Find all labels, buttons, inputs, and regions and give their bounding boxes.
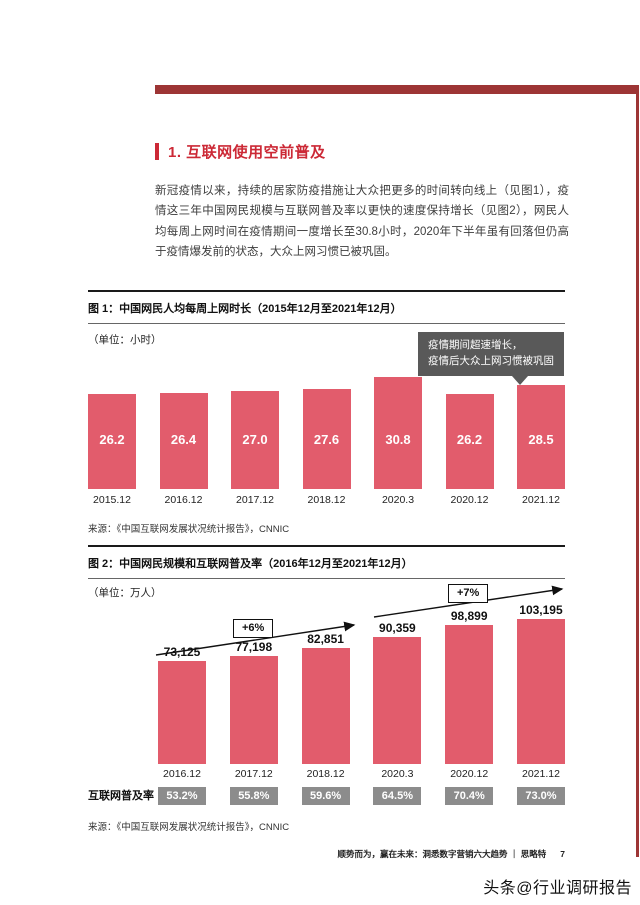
figure-1-divider [88, 323, 565, 324]
chart1-x-label: 2021.12 [522, 494, 560, 506]
chart1-bar: 30.8 [374, 377, 422, 489]
chart-2-bars: 73,125 2016.12 53.2% 77,198 2017.12 55.8% 82,8… [158, 579, 565, 805]
chart1-column: 30.8 2020.3 [374, 377, 422, 509]
chart1-bar: 27.0 [231, 391, 279, 489]
chart2-bar-value: 82,851 [307, 632, 344, 646]
chart2-bar-stack: 90,359 [373, 579, 422, 764]
growth-label-1: +6% [233, 619, 274, 638]
chart1-column: 28.5 2021.12 [517, 385, 565, 509]
figure-1-title: 图 1：中国网民人均每周上网时长（2015年12月至2021年12月） [88, 290, 565, 323]
chart1-x-label: 2020.3 [381, 494, 415, 506]
chart1-x-label: 2018.12 [307, 494, 346, 506]
chart1-bar-value: 30.8 [385, 432, 411, 447]
chart1-x-label: 2015.12 [93, 494, 131, 506]
watermark-text: 头条@行业调研报告 [483, 880, 632, 897]
chart1-bar: 27.6 [302, 389, 351, 489]
chart2-column: 73,125 2016.12 53.2% [158, 579, 206, 805]
chart2-x-label: 2020.3 [381, 768, 414, 780]
chart2-x-label: 2017.12 [234, 768, 273, 780]
chart1-bar: 26.2 [88, 394, 136, 489]
chart2-bar-stack: 82,851 [301, 579, 350, 764]
chart1-x-label: 2016.12 [164, 494, 203, 506]
chart1-x-label: 2017.12 [236, 494, 274, 506]
chart1-bar-value: 28.5 [528, 432, 554, 447]
figure-2-body: （单位：万人） +6% +7% 73,125 2016.12 53.2% 77,198… [88, 579, 565, 841]
callout-pointer [512, 375, 528, 385]
chart2-penetration-rate: 64.5% [373, 787, 422, 805]
section-header: 1. 互联网使用空前普及 [155, 141, 326, 162]
chart2-bar-value: 73,125 [163, 645, 201, 659]
figure-2: 图 2：中国网民规模和互联网普及率（2016年12月至2021年12月） （单位… [88, 545, 565, 841]
chart2-column: 103,195 2021.12 73.0% [516, 579, 565, 805]
chart2-x-label: 2020.12 [450, 768, 489, 780]
figure-1: 图 1：中国网民人均每周上网时长（2015年12月至2021年12月） （单位：… [88, 290, 565, 541]
callout-line-1: 疫情期间超速增长， [428, 339, 523, 351]
chart2-bar-stack: 98,899 [445, 579, 494, 764]
chart2-column: 82,851 2018.12 59.6% [301, 579, 350, 805]
page-number: 7 [560, 849, 565, 859]
chart1-bar: 26.2 [445, 394, 494, 489]
chart2-bar [229, 656, 278, 764]
chart1-bar: 26.4 [159, 393, 208, 489]
right-accent-line [636, 85, 639, 857]
chart2-bar-stack: 103,195 [516, 579, 565, 764]
growth-label-2: +7% [448, 584, 489, 603]
chart2-bar [301, 648, 350, 764]
figure-1-callout: 疫情期间超速增长， 疫情后大众上网习惯被巩固 [418, 332, 564, 385]
figure-1-source: 来源：《中国互联网发展状况统计报告》，CNNIC [88, 524, 290, 535]
chart2-bar-value: 77,198 [235, 640, 273, 654]
chart1-bar-value: 27.0 [242, 432, 268, 447]
figure-2-title: 图 2：中国网民规模和互联网普及率（2016年12月至2021年12月） [88, 545, 565, 578]
chart2-bar [158, 661, 206, 764]
chart2-bar-value: 90,359 [379, 621, 416, 635]
chart2-bar-stack: 73,125 [158, 579, 206, 764]
chart2-penetration-rate: 55.8% [229, 787, 278, 805]
callout-line-2: 疫情后大众上网习惯被巩固 [428, 355, 554, 368]
section-title: 1. 互联网使用空前普及 [168, 144, 326, 161]
chart2-bar [445, 625, 494, 764]
chart1-bar-value: 27.6 [313, 432, 340, 447]
chart2-column: 98,899 2020.12 70.4% [445, 579, 494, 805]
chart1-column: 27.6 2018.12 [302, 389, 351, 509]
page-footer: 顺势而为，赢在未来：洞悉数字营销六大趋势 ｜ 思略特 7 [88, 848, 565, 860]
chart2-bar [373, 637, 422, 764]
chart2-bar-value: 98,899 [450, 609, 488, 623]
chart2-bar [516, 619, 565, 764]
chart2-column: 77,198 2017.12 55.8% [229, 579, 278, 805]
chart-1-bars: 26.2 2015.12 26.4 2016.12 27.0 2017.12 27.6 201… [88, 377, 565, 509]
figure-1-body: （单位：小时） 疫情期间超速增长， 疫情后大众上网习惯被巩固 26.2 2015.… [88, 324, 565, 541]
chart2-bar-stack: 77,198 [229, 579, 278, 764]
chart1-bar-value: 26.2 [456, 432, 483, 447]
chart2-penetration-rate: 73.0% [516, 787, 565, 805]
chart2-penetration-rate: 53.2% [158, 787, 206, 805]
top-accent-bar [155, 85, 638, 94]
chart2-penetration-rate: 59.6% [301, 787, 350, 805]
figure-2-source: 来源：《中国互联网发展状况统计报告》，CNNIC [88, 822, 290, 833]
chart2-x-label: 2021.12 [522, 768, 560, 780]
chart1-bar-value: 26.2 [99, 432, 125, 447]
penetration-rate-label: 互联网普及率 [88, 790, 154, 802]
chart1-column: 26.4 2016.12 [159, 393, 208, 509]
chart1-bar-value: 26.4 [170, 432, 197, 447]
chart1-x-label: 2020.12 [450, 494, 489, 506]
chart2-column: 90,359 2020.3 64.5% [373, 579, 422, 805]
chart2-bar-value: 103,195 [519, 603, 563, 617]
body-paragraph: 新冠疫情以来，持续的居家防疫措施让大众把更多的时间转向线上（见图1），疫情这三年… [155, 185, 569, 259]
chart2-x-label: 2016.12 [163, 768, 201, 780]
figure-2-unit: （单位：万人） [88, 587, 162, 599]
chart1-column: 27.0 2017.12 [231, 391, 279, 509]
chart1-bar: 28.5 [517, 385, 565, 489]
figure-2-divider [88, 578, 565, 579]
chart2-x-label: 2018.12 [306, 768, 345, 780]
title-accent-bar [155, 143, 159, 160]
chart2-penetration-rate: 70.4% [445, 787, 494, 805]
chart1-column: 26.2 2020.12 [445, 394, 494, 509]
footer-text: 顺势而为，赢在未来：洞悉数字营销六大趋势 ｜ 思略特 [337, 849, 547, 859]
figure-1-unit: （单位：小时） [88, 334, 162, 346]
chart1-column: 26.2 2015.12 [88, 394, 136, 509]
